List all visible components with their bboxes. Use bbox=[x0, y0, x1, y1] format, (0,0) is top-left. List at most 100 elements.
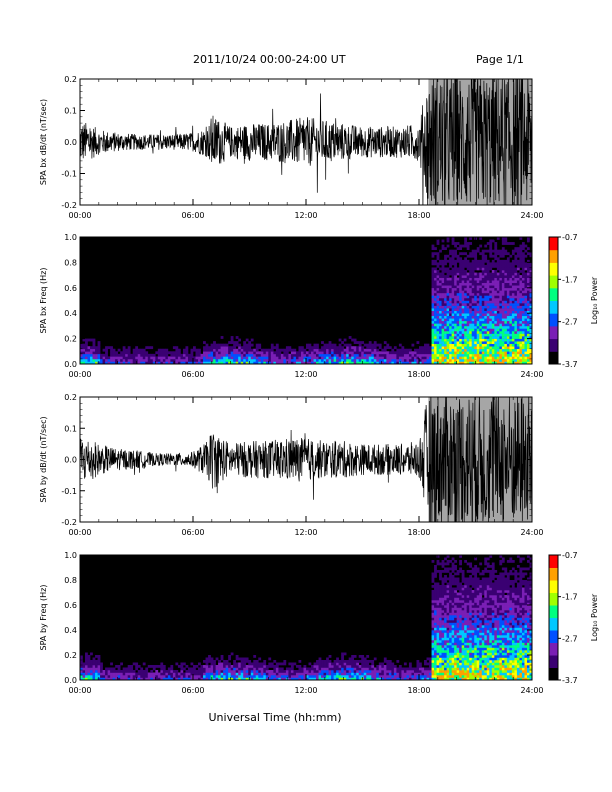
heatmap-cell bbox=[87, 667, 91, 671]
heatmap-cell bbox=[426, 675, 430, 678]
heatmap-cell bbox=[504, 295, 508, 299]
heatmap-cell bbox=[494, 315, 498, 319]
heatmap-cell bbox=[105, 677, 108, 681]
heatmap-cell bbox=[213, 343, 216, 347]
heatmap-cell bbox=[526, 336, 530, 339]
heatmap-cell bbox=[456, 597, 460, 601]
heatmap-cell bbox=[120, 672, 123, 676]
heatmap-cell bbox=[185, 361, 189, 365]
heatmap-cell bbox=[499, 351, 503, 355]
heatmap-cell bbox=[466, 358, 470, 362]
heatmap-cell bbox=[348, 675, 352, 678]
heatmap-cell bbox=[132, 353, 136, 357]
heatmap-cell bbox=[293, 348, 297, 352]
heatmap-cell bbox=[408, 361, 412, 365]
heatmap-cell bbox=[363, 662, 367, 666]
heatmap-cell bbox=[441, 303, 445, 306]
heatmap-cell bbox=[378, 346, 382, 350]
heatmap-cell bbox=[444, 257, 447, 261]
heatmap-cell bbox=[135, 353, 139, 357]
heatmap-cell bbox=[132, 662, 136, 666]
heatmap-cell bbox=[145, 353, 149, 357]
heatmap-cell bbox=[205, 351, 209, 355]
heatmap-cell bbox=[456, 346, 460, 350]
heatmap-cell bbox=[95, 346, 98, 350]
heatmap-cell bbox=[368, 665, 372, 668]
heatmap-cell bbox=[451, 300, 455, 304]
heatmap-cell bbox=[504, 242, 508, 245]
heatmap-cell bbox=[491, 275, 495, 278]
heatmap-cell bbox=[454, 615, 457, 618]
heatmap-cell bbox=[127, 672, 131, 676]
heatmap-cell bbox=[429, 353, 432, 357]
heatmap-cell bbox=[248, 353, 252, 357]
heatmap-cell bbox=[333, 348, 337, 352]
heatmap-cell bbox=[122, 353, 126, 357]
heatmap-cell bbox=[464, 615, 468, 618]
heatmap-cell bbox=[434, 353, 437, 357]
heatmap-cell bbox=[444, 570, 447, 573]
heatmap-cell bbox=[193, 356, 196, 360]
heatmap-cell bbox=[436, 333, 440, 337]
heatmap-cell bbox=[336, 665, 339, 668]
heatmap-cell bbox=[504, 328, 508, 332]
heatmap-cell bbox=[142, 348, 146, 352]
heatmap-cell bbox=[406, 348, 410, 352]
heatmap-cell bbox=[436, 264, 440, 268]
heatmap-cell bbox=[431, 670, 435, 673]
heatmap-cell bbox=[248, 675, 252, 678]
heatmap-cell bbox=[526, 300, 530, 304]
heatmap-cell bbox=[238, 353, 242, 357]
heatmap-cell bbox=[436, 617, 440, 621]
heatmap-cell bbox=[341, 660, 344, 663]
heatmap-cell bbox=[366, 662, 370, 666]
heatmap-cell bbox=[346, 665, 349, 668]
heatmap-cell bbox=[421, 351, 425, 355]
heatmap-cell bbox=[466, 267, 470, 271]
heatmap-cell bbox=[521, 247, 525, 250]
heatmap-cell bbox=[218, 348, 221, 352]
heatmap-cell bbox=[220, 670, 224, 673]
y-tick-label: -0.2 bbox=[61, 518, 77, 527]
heatmap-cell bbox=[449, 672, 452, 676]
heatmap-cell bbox=[97, 356, 101, 360]
heatmap-cell bbox=[353, 356, 357, 360]
heatmap-cell bbox=[147, 677, 151, 681]
heatmap-cell bbox=[481, 660, 485, 663]
heatmap-cell bbox=[511, 277, 515, 281]
heatmap-cell bbox=[504, 323, 508, 327]
heatmap-cell bbox=[431, 308, 435, 311]
heatmap-cell bbox=[100, 358, 103, 362]
heatmap-cell bbox=[285, 346, 289, 350]
heatmap-cell bbox=[431, 592, 435, 596]
heatmap-cell bbox=[456, 348, 460, 352]
heatmap-cell bbox=[290, 353, 294, 357]
heatmap-cell bbox=[504, 287, 508, 291]
heatmap-cell bbox=[494, 252, 498, 256]
heatmap-cell bbox=[346, 353, 349, 357]
heatmap-cell bbox=[393, 353, 397, 357]
heatmap-cell bbox=[451, 655, 455, 658]
heatmap-cell bbox=[454, 305, 457, 309]
heatmap-cell bbox=[105, 351, 108, 355]
heatmap-cell bbox=[441, 570, 445, 573]
heatmap-cell bbox=[524, 280, 528, 284]
heatmap-cell bbox=[474, 610, 478, 613]
heatmap-cell bbox=[205, 356, 209, 360]
heatmap-cell bbox=[403, 361, 407, 365]
colorbar-segment bbox=[549, 237, 558, 251]
heatmap-cell bbox=[454, 343, 457, 347]
heatmap-cell bbox=[421, 356, 425, 360]
heatmap-cell bbox=[501, 249, 505, 253]
heatmap-cell bbox=[466, 630, 470, 633]
heatmap-cell bbox=[456, 257, 460, 261]
heatmap-cell bbox=[454, 287, 457, 291]
heatmap-cell bbox=[491, 295, 495, 299]
heatmap-cell bbox=[461, 361, 465, 365]
heatmap-cell bbox=[363, 672, 367, 676]
heatmap-cell bbox=[431, 300, 435, 304]
heatmap-cell bbox=[441, 343, 445, 347]
heatmap-cell bbox=[516, 336, 520, 339]
heatmap-cell bbox=[504, 310, 508, 314]
heatmap-cell bbox=[469, 575, 473, 578]
